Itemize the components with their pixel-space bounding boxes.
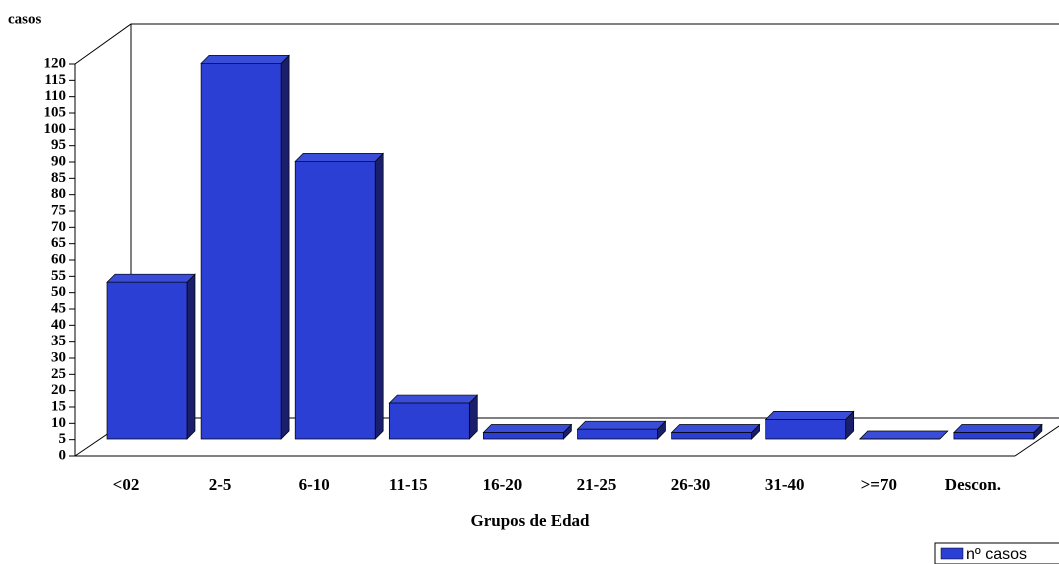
x-tick-label: >=70 <box>861 475 897 494</box>
y-tick-label: 95 <box>51 137 66 153</box>
bar <box>670 423 761 440</box>
y-tick-label: 25 <box>51 366 66 382</box>
y-tick-label: 70 <box>51 219 66 235</box>
y-tick-label: 115 <box>44 72 66 88</box>
y-tick-label: 40 <box>51 317 66 333</box>
bar-top <box>294 152 385 162</box>
y-tick-label: 10 <box>51 415 66 431</box>
bar-top <box>858 430 949 440</box>
y-tick-label: 90 <box>51 153 66 169</box>
y-tick-label: 50 <box>51 284 66 300</box>
y-tick-label: 20 <box>51 382 66 398</box>
bar <box>858 430 949 440</box>
y-tick-label: 35 <box>51 333 66 349</box>
y-tick-label: 15 <box>51 398 66 414</box>
bar-top <box>670 424 761 433</box>
bar <box>388 394 479 440</box>
y-tick-label: 55 <box>51 268 66 284</box>
y-axis-label: casos <box>8 11 41 27</box>
bar-front <box>200 62 282 440</box>
legend-label: nº casos <box>966 546 1027 563</box>
bar <box>953 423 1043 440</box>
y-tick-label: 45 <box>51 300 66 316</box>
bar-side <box>186 273 196 440</box>
x-tick-label: 26-30 <box>671 475 711 494</box>
bar-front <box>671 432 752 440</box>
bar <box>106 273 196 440</box>
bar <box>200 54 290 440</box>
y-tick-label: 65 <box>51 235 66 251</box>
y-tick-label: 30 <box>51 349 66 365</box>
x-tick-label: 6-10 <box>299 475 330 494</box>
x-tick-label: 21-25 <box>577 475 617 494</box>
bar-top <box>764 411 855 420</box>
x-tick-label: Descon. <box>945 475 1001 494</box>
x-tick-label: 31-40 <box>765 475 805 494</box>
y-tick-label: 120 <box>44 55 67 71</box>
legend-swatch <box>940 547 964 560</box>
bar-top <box>388 394 479 404</box>
bar-top <box>106 273 196 283</box>
y-tick-label: 5 <box>59 431 67 447</box>
x-tick-label: 11-15 <box>389 475 428 494</box>
bar <box>576 420 667 440</box>
bar-top <box>482 424 573 433</box>
y-tick-label: 85 <box>51 170 66 186</box>
bar-front <box>577 428 658 440</box>
bar-front <box>953 432 1035 440</box>
bar-front <box>388 402 470 440</box>
bar <box>294 152 385 440</box>
legend-box <box>934 542 1059 564</box>
bar <box>482 423 573 440</box>
legend: nº casos <box>934 542 1059 564</box>
x-tick-label: <02 <box>113 475 140 494</box>
bar-front <box>106 281 188 440</box>
y-tick-label: 80 <box>51 186 66 202</box>
y-tick-label: 100 <box>44 121 67 137</box>
bar-top <box>576 420 667 430</box>
bar <box>764 410 855 440</box>
y-tick-label: 110 <box>44 88 66 104</box>
y-tick-label: 75 <box>51 202 66 218</box>
x-tick-label: 16-20 <box>483 475 523 494</box>
bar-top <box>200 54 290 64</box>
x-tick-label: 2-5 <box>209 475 232 494</box>
bar-front <box>294 160 376 440</box>
bar-front <box>483 432 564 440</box>
y-tick-label: 105 <box>44 104 67 120</box>
bar-top <box>953 424 1043 433</box>
bar-front <box>765 419 847 440</box>
y-tick-label: 0 <box>59 447 67 463</box>
y-tick-label: 60 <box>51 251 66 267</box>
bar-side <box>374 152 384 440</box>
bar-side <box>280 54 290 440</box>
x-axis-label: Grupos de Edad <box>470 511 590 530</box>
